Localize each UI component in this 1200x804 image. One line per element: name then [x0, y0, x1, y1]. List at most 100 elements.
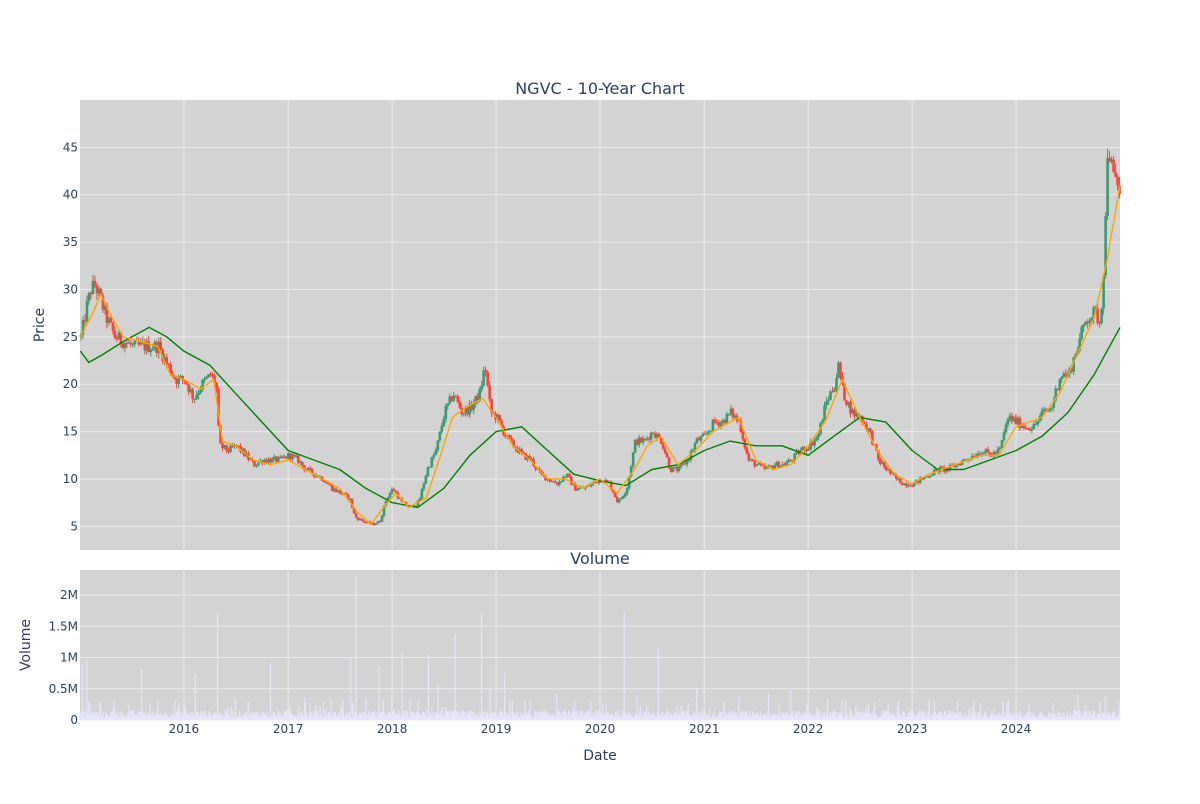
- volume-bar: [820, 717, 822, 720]
- volume-bar: [347, 717, 349, 720]
- volume-bar: [217, 712, 220, 720]
- volume-bar: [433, 717, 436, 720]
- candle-body: [801, 447, 804, 451]
- volume-bar: [692, 715, 695, 720]
- volume-bar: [290, 713, 292, 720]
- volume-bar: [356, 712, 358, 720]
- volume-bar: [1043, 715, 1045, 720]
- volume-bar: [1047, 714, 1049, 720]
- volume-bar: [564, 710, 566, 720]
- volume-bar: [517, 716, 519, 720]
- volume-bar: [874, 714, 876, 720]
- candle-body: [306, 468, 310, 471]
- candle-body: [564, 476, 567, 478]
- volume-bar: [978, 711, 980, 720]
- volume-bar: [591, 712, 594, 720]
- volume-bar: [719, 711, 721, 720]
- volume-bar: [683, 711, 685, 720]
- volume-bar: [84, 712, 86, 720]
- candle-body: [181, 375, 184, 380]
- volume-bar: [527, 710, 530, 720]
- volume-bar: [318, 716, 320, 720]
- volume-bar: [560, 713, 562, 720]
- candle-body: [484, 370, 487, 372]
- candle-body: [982, 452, 986, 454]
- volume-bar: [427, 654, 430, 720]
- volume-bar: [832, 710, 835, 720]
- volume-bar: [358, 712, 360, 720]
- candle-body: [566, 473, 569, 477]
- volume-bar: [1024, 715, 1026, 720]
- volume-bar: [479, 710, 481, 720]
- volume-bar: [1108, 712, 1110, 720]
- candle-body: [825, 401, 828, 406]
- volume-bar: [627, 717, 629, 720]
- candle-body: [81, 320, 85, 335]
- volume-bar: [709, 717, 712, 720]
- volume-bar: [791, 712, 793, 720]
- volume-bar: [574, 712, 577, 720]
- volume-bar: [278, 714, 280, 720]
- volume-bar: [916, 714, 918, 720]
- volume-bar: [996, 713, 998, 720]
- volume-bar: [751, 711, 753, 720]
- volume-bar: [1059, 713, 1061, 720]
- volume-bar: [577, 717, 579, 720]
- volume-bar: [491, 712, 493, 720]
- candle-body: [119, 332, 123, 344]
- volume-bar: [273, 712, 275, 720]
- volume-bar: [714, 715, 716, 720]
- x-tick-label: 2023: [897, 722, 928, 736]
- volume-bar: [505, 717, 507, 720]
- candle-body: [697, 438, 701, 441]
- candle-body: [211, 375, 214, 377]
- candle-body: [797, 451, 800, 454]
- volume-bar: [675, 714, 677, 720]
- candle-body: [647, 438, 651, 440]
- volume-bar: [908, 712, 910, 720]
- candle-body: [267, 459, 270, 463]
- volume-bar: [140, 668, 143, 720]
- volume-bar: [325, 707, 327, 720]
- volume-bar: [773, 715, 775, 720]
- volume-bar: [252, 713, 255, 720]
- volume-bar: [539, 711, 542, 720]
- volume-bar: [496, 715, 498, 720]
- volume-bar: [438, 714, 440, 720]
- volume-bar: [333, 711, 336, 720]
- candle-body: [225, 444, 228, 451]
- volume-bar: [642, 712, 644, 720]
- volume-bar: [478, 717, 480, 720]
- volume-bar: [299, 717, 302, 720]
- volume-bar: [242, 713, 244, 720]
- candle-body: [1036, 421, 1040, 425]
- volume-bar: [223, 716, 225, 720]
- volume-bar: [331, 717, 333, 720]
- volume-bar: [600, 712, 602, 720]
- volume-bar: [735, 711, 737, 720]
- volume-bar: [936, 715, 938, 720]
- volume-bar: [778, 703, 780, 720]
- volume-bar: [664, 716, 666, 720]
- volume-bar: [166, 715, 168, 720]
- volume-bar: [940, 712, 942, 720]
- candle-body: [695, 438, 699, 444]
- volume-bar: [776, 715, 778, 720]
- volume-bar: [145, 717, 147, 720]
- candle-body: [207, 374, 210, 378]
- candle-body: [418, 498, 422, 502]
- volume-bar: [900, 717, 902, 720]
- volume-bar: [1061, 717, 1063, 720]
- volume-bar: [957, 714, 959, 720]
- volume-bar: [380, 713, 382, 720]
- volume-bar: [603, 713, 605, 720]
- candle-body: [1008, 415, 1012, 419]
- volume-bar: [903, 712, 906, 720]
- volume-bar: [316, 710, 319, 720]
- volume-bar: [355, 576, 357, 720]
- volume-bar: [337, 713, 339, 720]
- candle-body: [992, 452, 996, 457]
- candle-body: [679, 464, 683, 467]
- candle-body: [1112, 159, 1115, 173]
- candle-body: [388, 493, 392, 498]
